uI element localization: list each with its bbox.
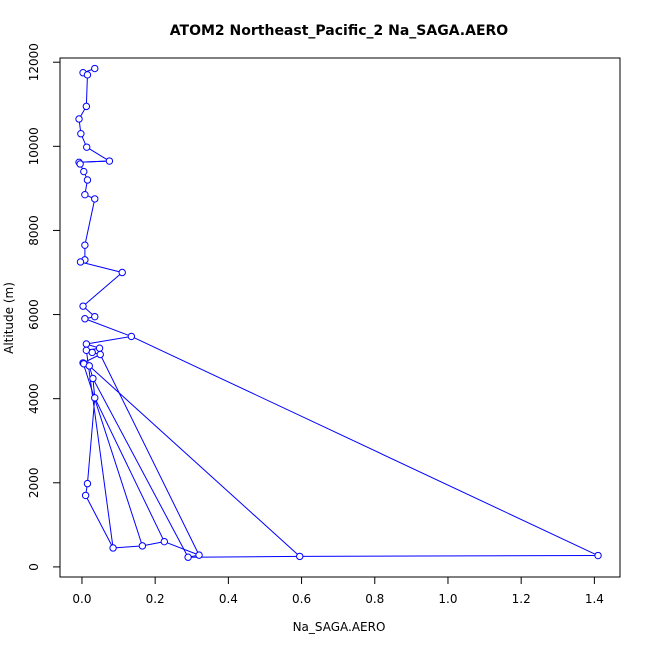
data-point <box>79 302 87 310</box>
x-tick-label: 0.4 <box>219 592 238 606</box>
y-tick-label: 0 <box>27 563 41 571</box>
series-segment <box>188 555 300 558</box>
y-tick-label: 10000 <box>27 127 41 165</box>
data-point <box>85 362 93 370</box>
data-point <box>88 348 96 357</box>
series-segment <box>142 541 165 547</box>
x-tick-label: 0.6 <box>292 592 311 606</box>
data-point <box>138 542 147 550</box>
data-point <box>91 195 99 203</box>
series-segment <box>84 198 96 246</box>
series-segment <box>164 541 200 556</box>
data-point <box>160 537 169 546</box>
series-segment <box>79 160 110 163</box>
x-tick-label: 1.4 <box>585 592 604 606</box>
data-point <box>81 315 89 323</box>
y-tick-label: 12000 <box>27 43 41 81</box>
series-segment <box>86 146 110 162</box>
data-point <box>127 332 136 341</box>
data-point <box>83 176 92 184</box>
data-point <box>81 190 89 199</box>
y-tick-label: 6000 <box>27 299 41 330</box>
series-segment <box>131 335 599 557</box>
series-segment <box>99 354 200 556</box>
data-point <box>77 130 85 138</box>
data-point <box>109 544 117 552</box>
data-point <box>83 71 92 79</box>
series-points <box>75 64 602 561</box>
series-segment <box>85 74 88 107</box>
series-segment <box>85 350 114 549</box>
data-point <box>296 552 304 561</box>
data-point <box>83 143 91 151</box>
data-point <box>91 312 99 321</box>
data-point <box>76 160 84 168</box>
y-axis: 0 2000 4000 6000 8000 10000 12000 <box>27 43 60 571</box>
series-segment <box>113 545 143 549</box>
x-axis-label: Na_SAGA.AERO <box>293 620 386 634</box>
y-tick-label: 2000 <box>27 468 41 499</box>
series-segment <box>92 378 189 558</box>
x-tick-label: 0.2 <box>146 592 165 606</box>
data-point <box>80 167 88 176</box>
data-point <box>82 102 91 111</box>
series-segment <box>85 495 114 549</box>
data-point <box>91 64 99 73</box>
series-segment <box>80 261 123 273</box>
data-point <box>82 340 91 348</box>
data-point <box>83 479 92 488</box>
data-point <box>81 241 89 249</box>
plot-frame <box>59 57 621 578</box>
data-point <box>89 374 97 383</box>
series-segment <box>82 362 143 547</box>
y-tick-label: 8000 <box>27 215 41 246</box>
data-point <box>76 258 85 266</box>
data-point <box>81 491 90 500</box>
series-segment <box>299 555 599 557</box>
x-axis: 0.0 0.2 0.4 0.6 0.8 1.0 1.2 1.4 <box>72 577 604 606</box>
series-segment <box>84 318 132 337</box>
series-segment <box>86 335 132 345</box>
data-point <box>594 551 602 560</box>
series-segment <box>88 365 301 557</box>
data-point <box>95 344 104 352</box>
x-tick-label: 0.8 <box>365 592 384 606</box>
series-segment <box>86 397 96 484</box>
data-point <box>118 268 126 277</box>
y-axis-label: Altitude (m) <box>2 282 16 354</box>
x-tick-label: 0.0 <box>72 592 91 606</box>
series-segment <box>94 397 165 542</box>
y-tick-label: 4000 <box>27 383 41 414</box>
x-tick-label: 1.0 <box>438 592 457 606</box>
data-point <box>91 394 99 402</box>
data-point <box>184 553 192 561</box>
data-point <box>96 350 104 359</box>
series-lines <box>78 68 599 558</box>
data-point <box>75 115 83 123</box>
chart-title: ATOM2 Northeast_Pacific_2 Na_SAGA.AERO <box>170 23 508 39</box>
data-point <box>195 551 203 559</box>
series-segment <box>82 272 123 307</box>
data-point <box>105 157 114 165</box>
x-tick-label: 1.2 <box>512 592 531 606</box>
